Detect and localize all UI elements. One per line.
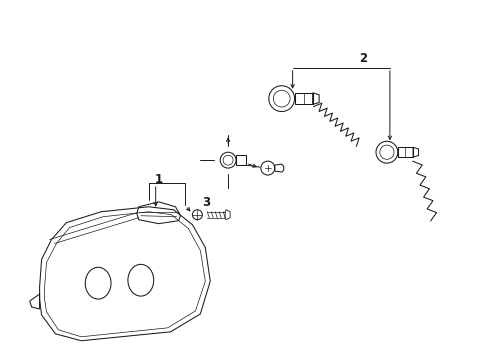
Text: 2: 2 <box>358 53 366 66</box>
Text: 3: 3 <box>202 196 210 209</box>
Text: 1: 1 <box>154 172 163 185</box>
Bar <box>397 147 412 157</box>
Bar <box>236 155 245 165</box>
Bar <box>294 93 312 104</box>
